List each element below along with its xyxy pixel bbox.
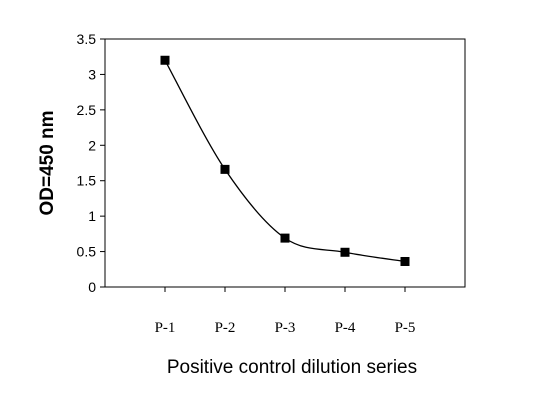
y-tick-label: 3 [88,66,96,82]
data-point-marker [340,247,350,257]
x-tick-label: P-5 [395,320,416,336]
y-tick-label: 0.5 [77,244,97,260]
x-tick-label: P-4 [335,320,356,336]
y-axis-ticks: 0 0.5 1 1.5 2 2.5 3 3.5 [77,31,105,295]
y-tick-label: 0 [88,279,96,295]
y-tick-label: 2.5 [77,102,97,118]
x-tick-label: P-3 [275,320,296,336]
series-line [164,59,406,263]
y-tick-label: 2 [88,137,96,153]
plot-area-frame [104,38,466,288]
y-tick-label: 3.5 [77,31,97,47]
data-point-marker [220,164,230,174]
y-tick-label: 1 [88,208,96,224]
data-point-marker [280,233,290,243]
x-tick-label: P-1 [155,320,176,336]
y-tick-label: 1.5 [77,173,97,189]
x-axis-ticks: P-1 P-2 P-3 P-4 P-5 [155,287,416,336]
y-axis-title: OD=450 nm [37,110,58,215]
series-markers [160,55,410,266]
data-point-marker [400,256,410,266]
x-axis-title: Positive control dilution series [167,357,417,378]
data-point-marker [160,55,170,65]
x-tick-label: P-2 [215,320,236,336]
